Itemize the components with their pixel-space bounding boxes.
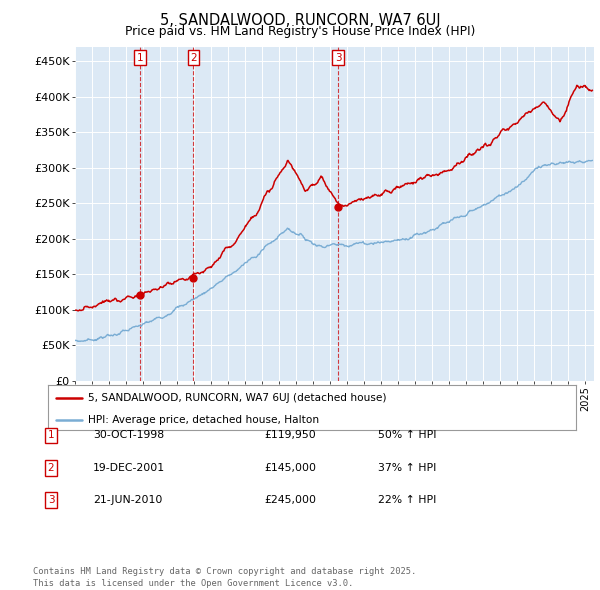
Text: £145,000: £145,000 bbox=[264, 463, 316, 473]
Text: 5, SANDALWOOD, RUNCORN, WA7 6UJ: 5, SANDALWOOD, RUNCORN, WA7 6UJ bbox=[160, 13, 440, 28]
Text: £245,000: £245,000 bbox=[264, 496, 316, 505]
Text: 5, SANDALWOOD, RUNCORN, WA7 6UJ (detached house): 5, SANDALWOOD, RUNCORN, WA7 6UJ (detache… bbox=[88, 393, 386, 402]
Text: 50% ↑ HPI: 50% ↑ HPI bbox=[378, 431, 437, 440]
Text: 2: 2 bbox=[190, 53, 197, 63]
Text: Price paid vs. HM Land Registry's House Price Index (HPI): Price paid vs. HM Land Registry's House … bbox=[125, 25, 475, 38]
Text: HPI: Average price, detached house, Halton: HPI: Average price, detached house, Halt… bbox=[88, 415, 319, 425]
Text: 21-JUN-2010: 21-JUN-2010 bbox=[93, 496, 163, 505]
Text: £119,950: £119,950 bbox=[264, 431, 316, 440]
Text: 3: 3 bbox=[47, 496, 55, 505]
Text: 1: 1 bbox=[47, 431, 55, 440]
Text: 30-OCT-1998: 30-OCT-1998 bbox=[93, 431, 164, 440]
Text: 37% ↑ HPI: 37% ↑ HPI bbox=[378, 463, 436, 473]
Text: 19-DEC-2001: 19-DEC-2001 bbox=[93, 463, 165, 473]
Text: 3: 3 bbox=[335, 53, 341, 63]
Text: 22% ↑ HPI: 22% ↑ HPI bbox=[378, 496, 436, 505]
Text: 1: 1 bbox=[137, 53, 143, 63]
Text: Contains HM Land Registry data © Crown copyright and database right 2025.
This d: Contains HM Land Registry data © Crown c… bbox=[33, 567, 416, 588]
Text: 2: 2 bbox=[47, 463, 55, 473]
